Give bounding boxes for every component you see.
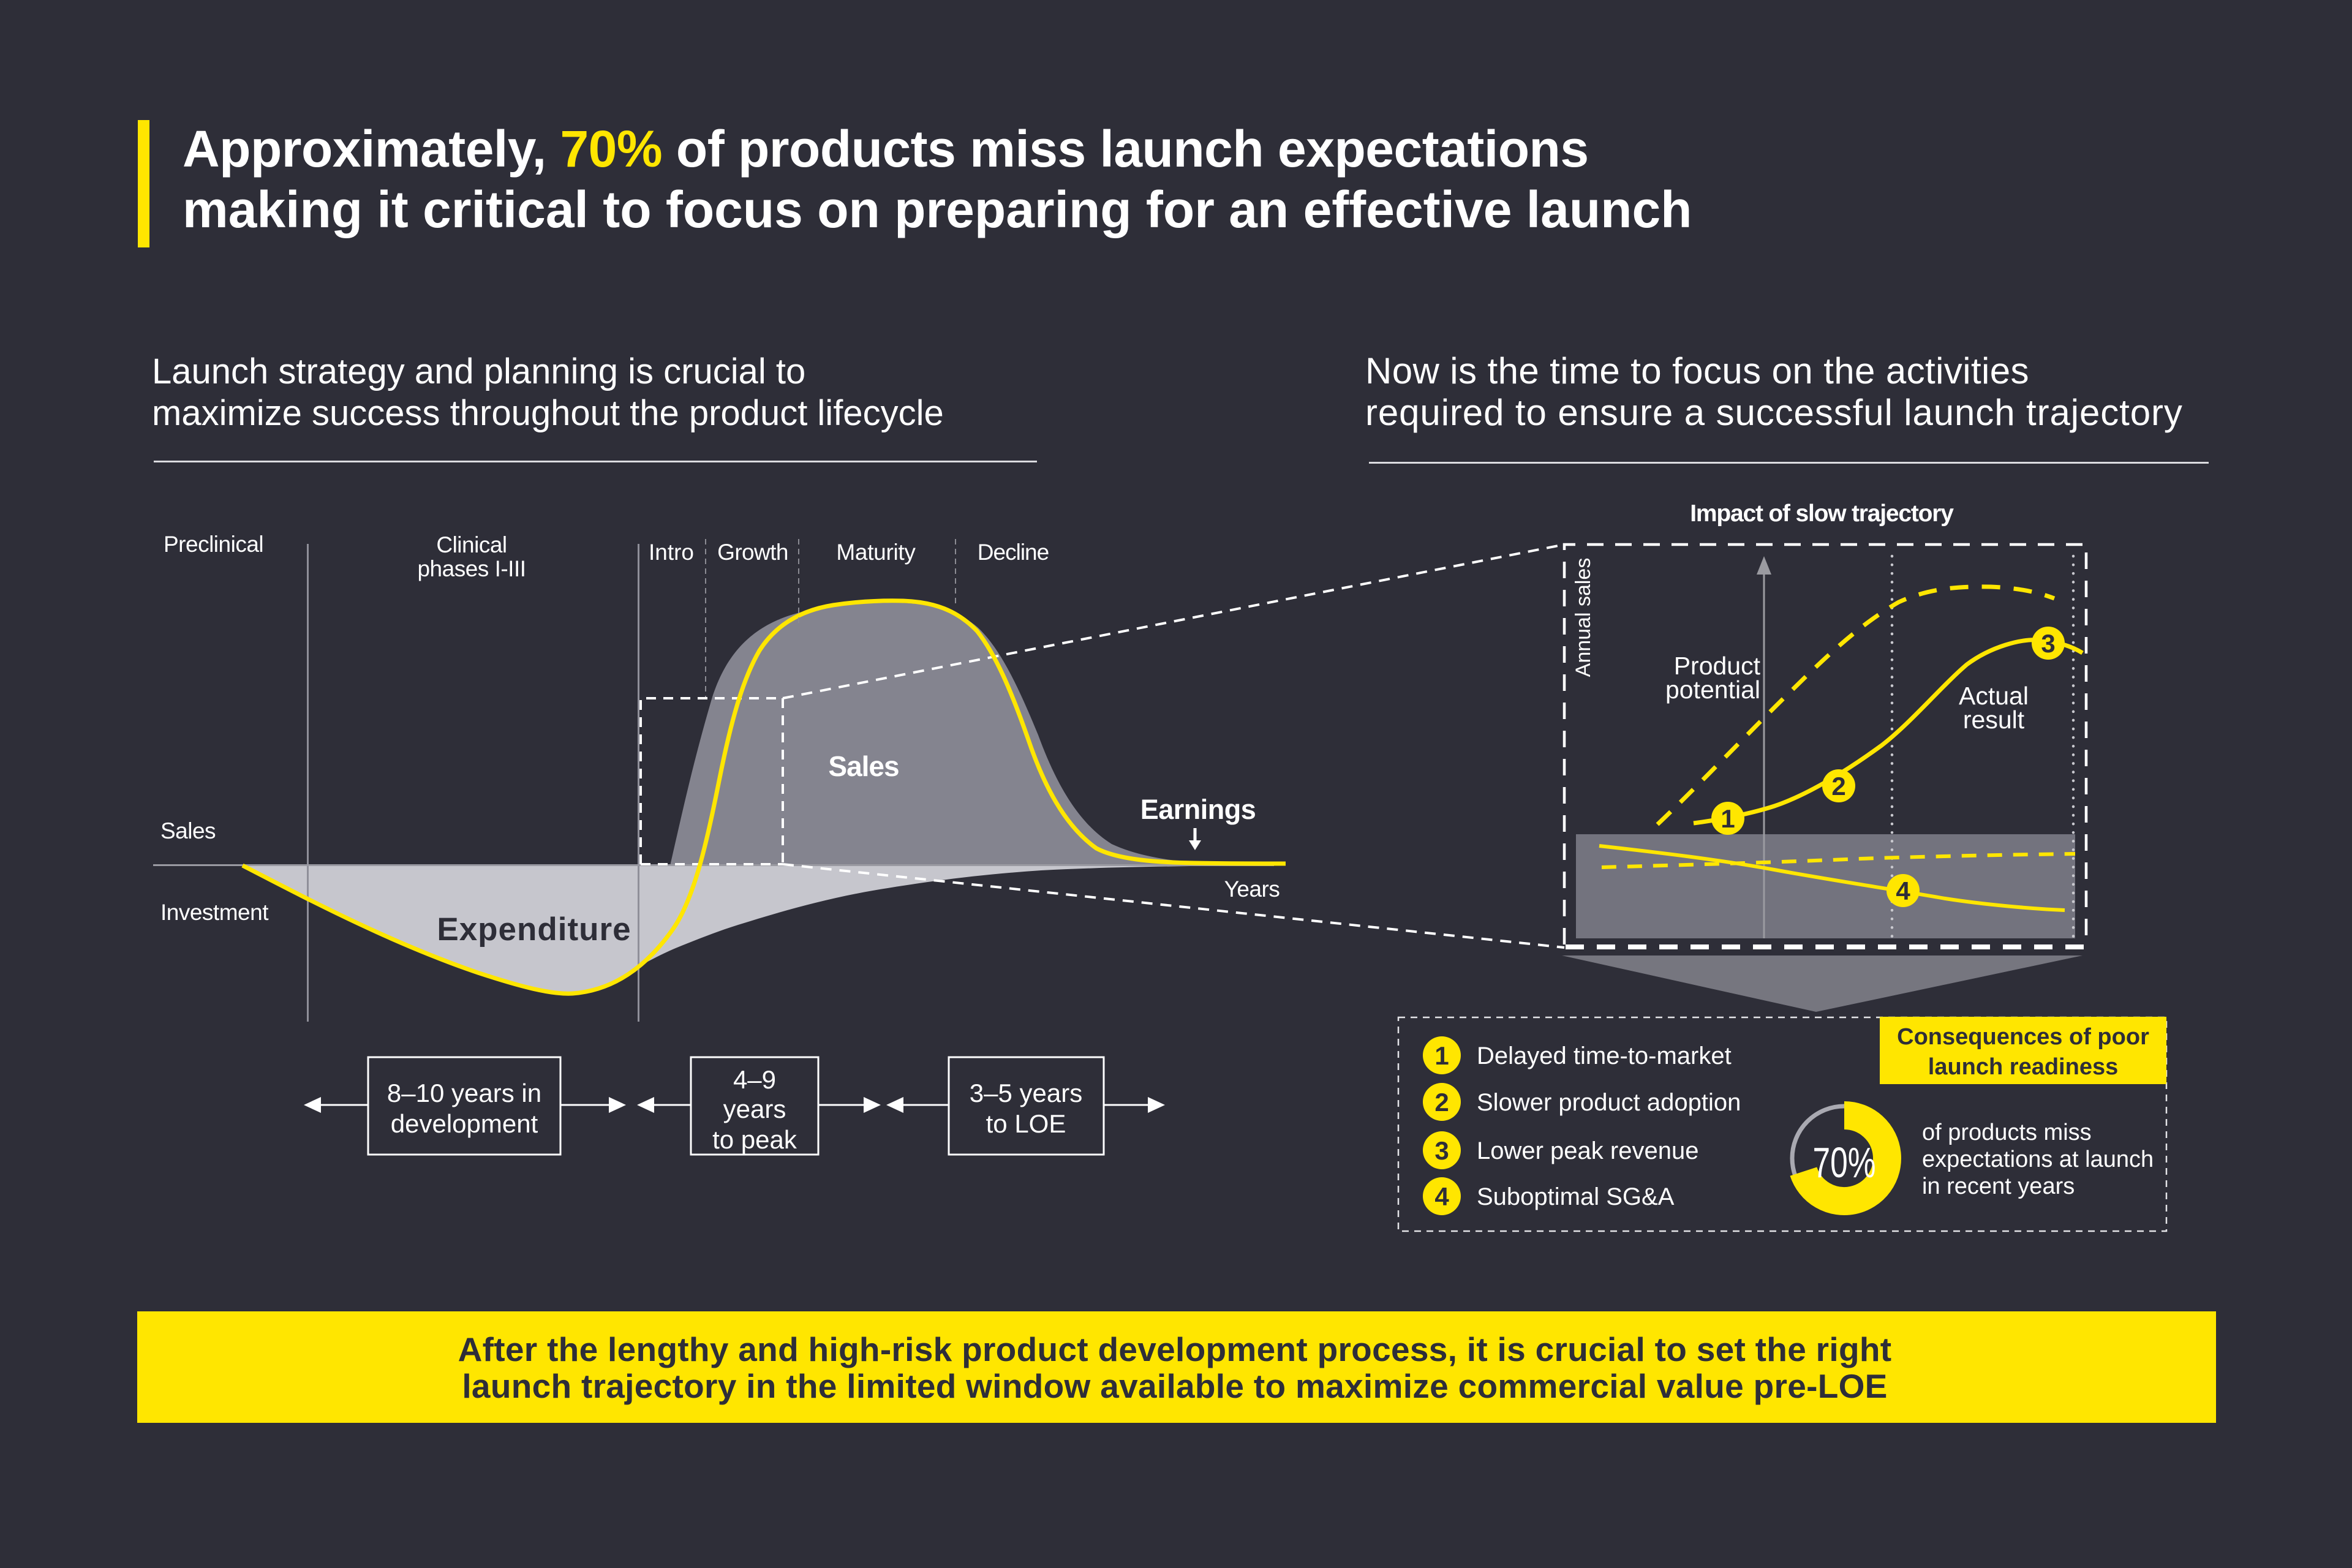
svg-text:maximize success throughout th: maximize success throughout the product …: [152, 393, 944, 433]
svg-text:8–10 years in: 8–10 years in: [387, 1079, 541, 1107]
svg-text:launch trajectory in the limit: launch trajectory in the limited window …: [462, 1367, 1887, 1405]
svg-text:4: 4: [1896, 876, 1910, 905]
svg-text:Expenditure: Expenditure: [437, 911, 631, 948]
svg-text:Sales: Sales: [828, 750, 899, 782]
svg-text:Consequences of poor: Consequences of poor: [1897, 1024, 2149, 1050]
svg-text:years: years: [723, 1095, 786, 1123]
svg-text:Impact of slow trajectory: Impact of slow trajectory: [1690, 500, 1954, 527]
svg-text:3–5 years: 3–5 years: [970, 1079, 1082, 1107]
svg-text:Investment: Investment: [160, 900, 269, 925]
svg-text:1: 1: [1721, 804, 1735, 833]
svg-text:to LOE: to LOE: [986, 1109, 1066, 1138]
svg-text:to peak: to peak: [712, 1125, 797, 1154]
svg-text:Earnings: Earnings: [1140, 794, 1256, 825]
svg-text:development: development: [391, 1109, 538, 1138]
svg-text:Lower peak revenue: Lower peak revenue: [1477, 1137, 1698, 1164]
svg-text:Annual sales: Annual sales: [1572, 558, 1595, 677]
svg-text:3: 3: [2041, 629, 2055, 658]
svg-text:phases I-III: phases I-III: [417, 556, 526, 581]
svg-text:required to ensure a successfu: required to ensure a successful launch t…: [1365, 392, 2183, 433]
svg-text:1: 1: [1434, 1041, 1449, 1070]
svg-text:Intro: Intro: [649, 540, 694, 565]
svg-text:Approximately, 70% of products: Approximately, 70% of products miss laun…: [183, 120, 1589, 178]
svg-text:4–9: 4–9: [733, 1065, 776, 1094]
svg-text:Years: Years: [1224, 876, 1280, 902]
svg-text:Clinical: Clinical: [436, 532, 507, 557]
svg-text:launch readiness: launch readiness: [1928, 1054, 2118, 1080]
svg-text:Product: Product: [1674, 652, 1761, 680]
svg-text:4: 4: [1434, 1182, 1449, 1211]
svg-text:Suboptimal SG&A: Suboptimal SG&A: [1477, 1183, 1675, 1210]
svg-text:making it critical to focus on: making it critical to focus on preparing…: [183, 181, 1692, 238]
svg-text:Now is the time to focus on th: Now is the time to focus on the activiti…: [1365, 350, 2029, 391]
svg-text:Launch strategy and planning i: Launch strategy and planning is crucial …: [152, 352, 805, 391]
svg-text:Preclinical: Preclinical: [164, 532, 263, 557]
svg-text:result: result: [1963, 706, 2025, 734]
svg-text:3: 3: [1434, 1136, 1449, 1165]
svg-text:2: 2: [1831, 772, 1845, 801]
svg-text:of products miss: of products miss: [1922, 1120, 2092, 1145]
svg-text:2: 2: [1434, 1088, 1449, 1117]
svg-text:Growth: Growth: [717, 540, 788, 565]
svg-text:Delayed time-to-market: Delayed time-to-market: [1477, 1042, 1732, 1069]
svg-text:potential: potential: [1665, 676, 1760, 704]
svg-text:Actual: Actual: [1959, 682, 2029, 710]
svg-text:in recent years: in recent years: [1922, 1174, 2075, 1199]
svg-text:Decline: Decline: [978, 540, 1049, 565]
svg-text:Sales: Sales: [160, 818, 216, 843]
svg-text:expectations at launch: expectations at launch: [1922, 1147, 2154, 1172]
svg-text:Maturity: Maturity: [836, 540, 916, 565]
svg-text:After the lengthy and high-ris: After the lengthy and high-risk product …: [458, 1330, 1892, 1368]
svg-text:70%: 70%: [1813, 1139, 1876, 1186]
svg-text:Slower product adoption: Slower product adoption: [1477, 1089, 1741, 1116]
